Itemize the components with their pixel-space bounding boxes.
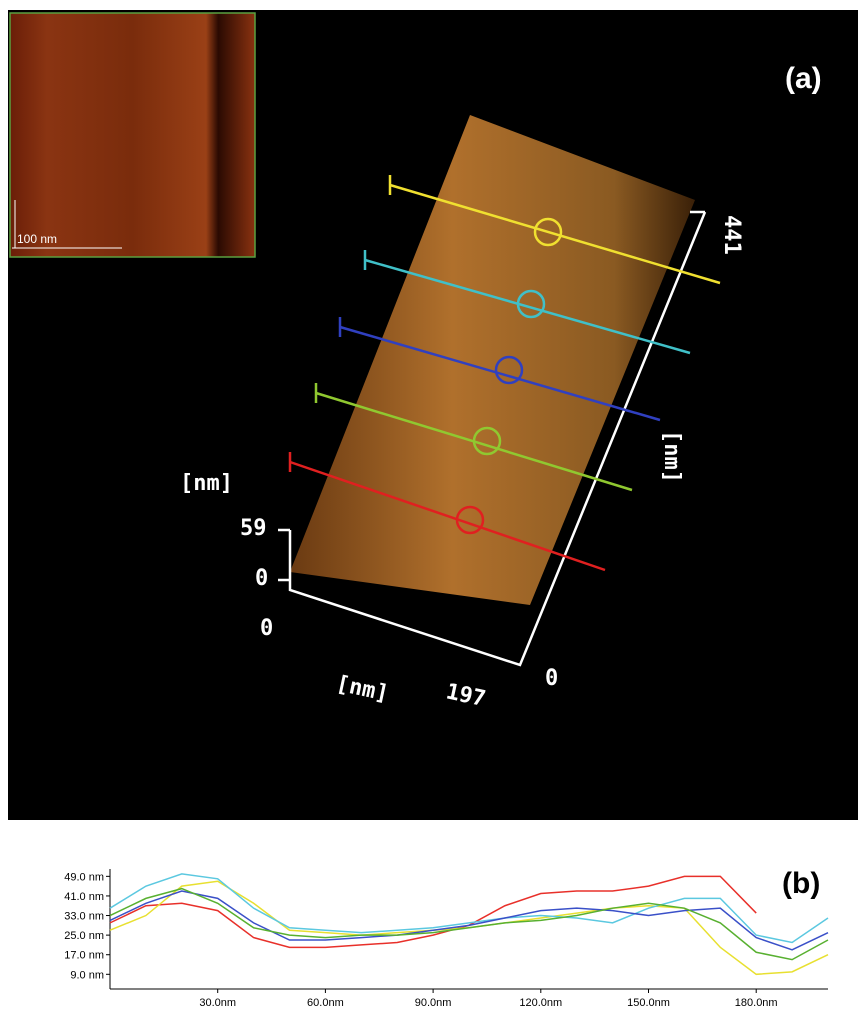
y-tick-label: 25.0 nm bbox=[64, 930, 104, 942]
x-tick-label: 30.0nm bbox=[199, 997, 236, 1009]
x-tick-label: 150.0nm bbox=[627, 997, 670, 1009]
x-tick-label: 60.0nm bbox=[307, 997, 344, 1009]
x-tick-label: 90.0nm bbox=[415, 997, 452, 1009]
y-tick-label: 17.0 nm bbox=[64, 950, 104, 962]
axis-label: 0 bbox=[545, 666, 558, 691]
axis-label: 0 bbox=[260, 616, 273, 641]
scale-label: 100 nm bbox=[17, 232, 57, 246]
figure: 100 nm (a) [nm] 59 0 0 [nm] 197 0 441 [n… bbox=[0, 0, 867, 1014]
inset-image bbox=[10, 13, 255, 257]
axis-label: [nm] bbox=[180, 471, 233, 496]
panel-label: (b) bbox=[782, 867, 820, 900]
panel-label: (a) bbox=[785, 62, 822, 95]
profile-chart: 9.0 nm 17.0 nm 25.0 nm 33.0 nm 41.0 nm 49.0 n… bbox=[64, 869, 828, 1009]
x-tick-label: 120.0nm bbox=[519, 997, 562, 1009]
axis-label: 59 bbox=[240, 516, 267, 541]
axis-label: [nm] bbox=[659, 430, 684, 483]
profile-line bbox=[110, 876, 756, 947]
y-tick-label: 9.0 nm bbox=[70, 969, 104, 981]
profile-line bbox=[110, 891, 828, 950]
y-tick-label: 49.0 nm bbox=[64, 871, 104, 883]
x-tick-label: 180.0nm bbox=[735, 997, 778, 1009]
y-tick-label: 41.0 nm bbox=[64, 891, 104, 903]
axis-label: 441 bbox=[719, 215, 744, 255]
y-tick-label: 33.0 nm bbox=[64, 911, 104, 923]
axis-label: 0 bbox=[255, 566, 268, 591]
